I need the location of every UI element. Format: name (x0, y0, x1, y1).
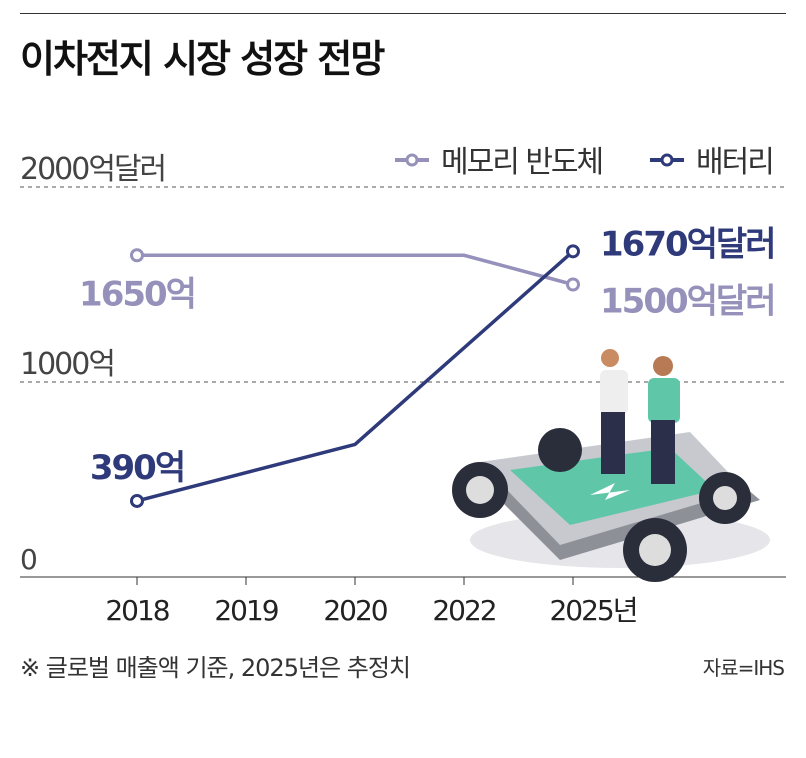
x-tick-label: 2025년 (549, 594, 636, 627)
top-rule (20, 13, 786, 14)
data-label: 1650억 (79, 274, 195, 314)
x-tick-label: 2020 (323, 594, 386, 627)
data-label: 1670억달러 (600, 224, 774, 264)
y-tick-label: 2000억달러 (20, 152, 165, 187)
x-tick-label: 2022 (432, 594, 495, 627)
data-point-marker (130, 248, 144, 263)
data-point-marker (130, 493, 144, 508)
legend-label: 배터리 (696, 145, 773, 180)
x-tick-label: 2019 (214, 594, 277, 627)
footnote: ※ 글로벌 매출액 기준, 2025년은 추정치 (20, 654, 411, 682)
data-point-marker (566, 277, 580, 292)
x-tick-label: 2018 (105, 594, 168, 627)
data-label: 390억 (90, 448, 184, 488)
series-line-0 (137, 253, 574, 287)
ev-platform-illustration (452, 349, 770, 582)
source-label: 자료=IHS (702, 656, 785, 680)
series-line-1 (136, 250, 575, 503)
legend-label: 메모리 반도체 (441, 145, 602, 180)
data-label: 1500억달러 (600, 282, 774, 322)
data-point-marker (566, 244, 580, 259)
legend-marker-1 (660, 153, 674, 167)
chart-title: 이차전지 시장 성장 전망 (20, 37, 385, 81)
y-tick-label: 0 (20, 543, 36, 576)
y-tick-label: 1000억 (20, 347, 114, 382)
legend-marker-0 (405, 153, 419, 167)
